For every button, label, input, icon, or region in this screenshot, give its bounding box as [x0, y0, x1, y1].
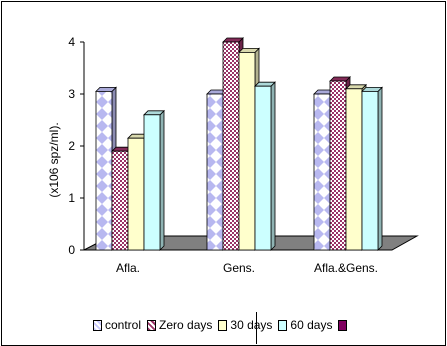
y-tick-label: 4	[68, 35, 75, 49]
bar-60-days-0	[143, 109, 165, 251]
legend: control Zero days 30 days 60 days	[93, 318, 350, 332]
legend-label: Zero days	[159, 318, 213, 332]
legend-swatch-extra	[338, 319, 348, 331]
legend-swatch	[218, 319, 228, 331]
x-tick-label: Afla.&Gens.	[314, 261, 378, 275]
legend-swatch	[93, 319, 102, 331]
bar-60-days-2	[361, 86, 383, 251]
frame-divider	[256, 312, 257, 344]
legend-label: control	[105, 318, 142, 332]
y-tick-label: 1	[68, 191, 75, 205]
y-tick-label: 3	[68, 87, 75, 101]
y-axis-label: (x106 spz/ml).	[47, 122, 61, 197]
legend-item: control	[93, 318, 141, 332]
x-tick-label: Gens.	[223, 261, 255, 275]
legend-swatch	[278, 319, 288, 331]
legend-label: 30 days	[230, 318, 273, 332]
bar-60-days-1	[254, 81, 276, 251]
legend-label: 60 days	[290, 318, 333, 332]
legend-swatch	[147, 319, 157, 331]
y-tick-label: 0	[68, 243, 75, 257]
x-tick-label: Afla.	[116, 261, 140, 275]
legend-item: Zero days	[147, 318, 212, 332]
y-tick-label: 2	[68, 139, 75, 153]
legend-item: 30 days	[218, 318, 272, 332]
legend-item: 60 days	[278, 318, 332, 332]
